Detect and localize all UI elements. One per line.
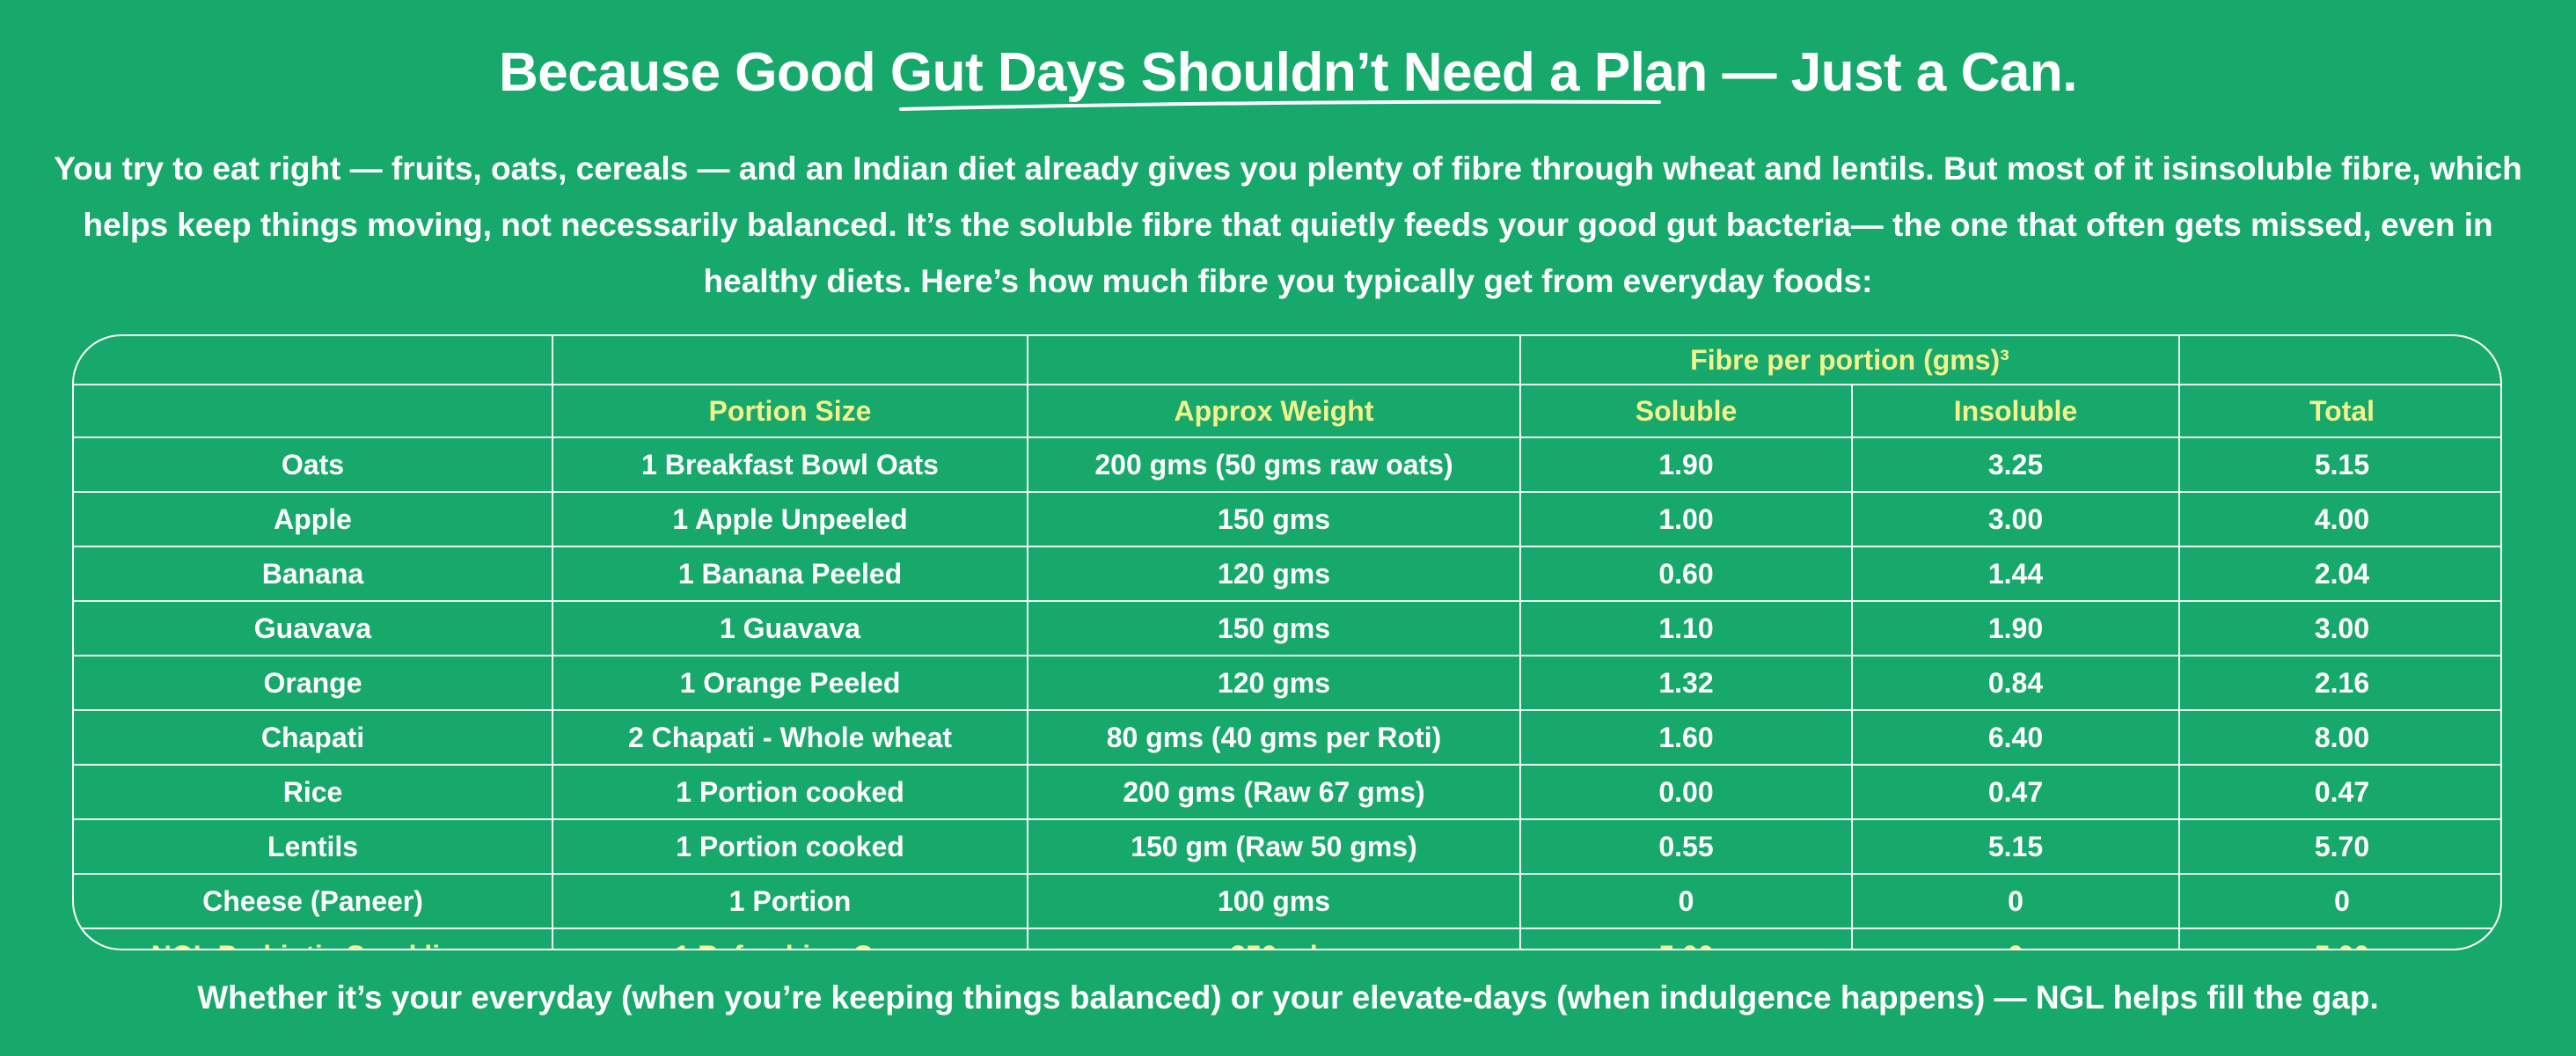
table-row: Banana 1 Banana Peeled 120 gms 0.60 1.44… (74, 546, 2500, 602)
cell-insoluble: 6.40 (1851, 709, 2180, 766)
cell-food: Guavava (74, 600, 553, 656)
cell-weight: 120 gms (1027, 655, 1521, 711)
cell-soluble: 1.10 (1519, 600, 1853, 656)
group-header-empty (1027, 336, 1521, 385)
cell-insoluble: 3.25 (1851, 437, 2180, 493)
group-header-empty (74, 336, 553, 385)
cell-food: Oats (74, 437, 553, 493)
cell-total: 3.00 (2178, 600, 2500, 656)
table-row: Chapati 2 Chapati - Whole wheat 80 gms (… (74, 709, 2500, 766)
cell-soluble: 5.00 (1519, 928, 1853, 949)
cell-total: 5.00 (2178, 928, 2500, 949)
cell-soluble: 1.00 (1519, 491, 1853, 547)
cell-soluble: 0.55 (1519, 818, 1853, 875)
cell-weight: 100 gms (1027, 873, 1521, 929)
cell-soluble: 0 (1519, 873, 1853, 929)
table-row: Rice 1 Portion cooked 200 gms (Raw 67 gm… (74, 764, 2500, 820)
cell-total: 5.15 (2178, 437, 2500, 493)
cell-weight: 80 gms (40 gms per Roti) (1027, 709, 1521, 766)
cell-insoluble: 5.15 (1851, 818, 2180, 875)
cell-portion: 1 Refreshing Can (552, 928, 1028, 949)
column-header-soluble: Soluble (1519, 384, 1853, 438)
cell-weight: 200 gms (50 gms raw oats) (1027, 437, 1521, 493)
cell-weight: 150 gms (1027, 491, 1521, 547)
fibre-group-header: Fibre per portion (gms)³ (1519, 336, 2180, 385)
footer-text: Whether it’s your everyday (when you’re … (197, 979, 2379, 1016)
page-headline: Because Good Gut Days Shouldn’t Need a P… (499, 42, 2078, 103)
table-row: Apple 1 Apple Unpeeled 150 gms 1.00 3.00… (74, 491, 2500, 547)
table-column-header-row: Portion Size Approx Weight Soluble Insol… (74, 384, 2500, 438)
column-header-weight: Approx Weight (1027, 384, 1521, 438)
cell-insoluble: 1.90 (1851, 600, 2180, 656)
cell-portion: 1 Breakfast Bowl Oats (552, 437, 1028, 493)
cell-insoluble: 0 (1851, 928, 2180, 949)
group-header-empty (2178, 336, 2500, 385)
table-group-header-row: Fibre per portion (gms)³ (74, 336, 2500, 385)
cell-food: NGL Prebiotic Sparkling (74, 928, 553, 949)
cell-weight: 150 gms (1027, 600, 1521, 656)
cell-food: Apple (74, 491, 553, 547)
cell-soluble: 0.60 (1519, 546, 1853, 602)
cell-insoluble: 3.00 (1851, 491, 2180, 547)
table-row: Orange 1 Orange Peeled 120 gms 1.32 0.84… (74, 655, 2500, 711)
cell-food: Orange (74, 655, 553, 711)
group-header-empty (552, 336, 1028, 385)
fibre-table-container: Fibre per portion (gms)³ Portion Size Ap… (72, 334, 2502, 950)
cell-food: Lentils (74, 818, 553, 875)
cell-portion: 1 Guavava (552, 600, 1028, 656)
intro-paragraph: You try to eat right — fruits, oats, cer… (54, 150, 2522, 299)
cell-insoluble: 1.44 (1851, 546, 2180, 602)
table-row: Guavava 1 Guavava 150 gms 1.10 1.90 3.00 (74, 600, 2500, 656)
column-header-insoluble: Insoluble (1851, 384, 2180, 438)
cell-total: 2.16 (2178, 655, 2500, 711)
cell-insoluble: 0.47 (1851, 764, 2180, 820)
cell-weight: 250 ml (1027, 928, 1521, 949)
table-row-highlight: NGL Prebiotic Sparkling 1 Refreshing Can… (74, 928, 2500, 949)
cell-weight: 120 gms (1027, 546, 1521, 602)
cell-portion: 1 Orange Peeled (552, 655, 1028, 711)
cell-total: 2.04 (2178, 546, 2500, 602)
cell-total: 5.70 (2178, 818, 2500, 875)
cell-portion: 1 Portion cooked (552, 818, 1028, 875)
cell-portion: 1 Apple Unpeeled (552, 491, 1028, 547)
cell-insoluble: 0.84 (1851, 655, 2180, 711)
cell-food: Banana (74, 546, 553, 602)
column-header-portion: Portion Size (552, 384, 1028, 438)
cell-total: 4.00 (2178, 491, 2500, 547)
cell-insoluble: 0 (1851, 873, 2180, 929)
table-row: Lentils 1 Portion cooked 150 gm (Raw 50 … (74, 818, 2500, 875)
cell-portion: 1 Portion (552, 873, 1028, 929)
cell-food: Chapati (74, 709, 553, 766)
cell-soluble: 1.60 (1519, 709, 1853, 766)
table-row: Oats 1 Breakfast Bowl Oats 200 gms (50 g… (74, 437, 2500, 493)
cell-soluble: 1.90 (1519, 437, 1853, 493)
fibre-table: Fibre per portion (gms)³ Portion Size Ap… (74, 336, 2500, 949)
cell-food: Cheese (Paneer) (74, 873, 553, 929)
table-row: Cheese (Paneer) 1 Portion 100 gms 0 0 0 (74, 873, 2500, 929)
cell-weight: 150 gm (Raw 50 gms) (1027, 818, 1521, 875)
cell-soluble: 0.00 (1519, 764, 1853, 820)
cell-total: 0.47 (2178, 764, 2500, 820)
cell-total: 0 (2178, 873, 2500, 929)
column-header-total: Total (2178, 384, 2500, 438)
cell-total: 8.00 (2178, 709, 2500, 766)
cell-food: Rice (74, 764, 553, 820)
cell-portion: 1 Portion cooked (552, 764, 1028, 820)
cell-portion: 1 Banana Peeled (552, 546, 1028, 602)
cell-portion: 2 Chapati - Whole wheat (552, 709, 1028, 766)
cell-weight: 200 gms (Raw 67 gms) (1027, 764, 1521, 820)
cell-soluble: 1.32 (1519, 655, 1853, 711)
headline-underline (899, 99, 1661, 111)
column-header-food (74, 384, 553, 438)
